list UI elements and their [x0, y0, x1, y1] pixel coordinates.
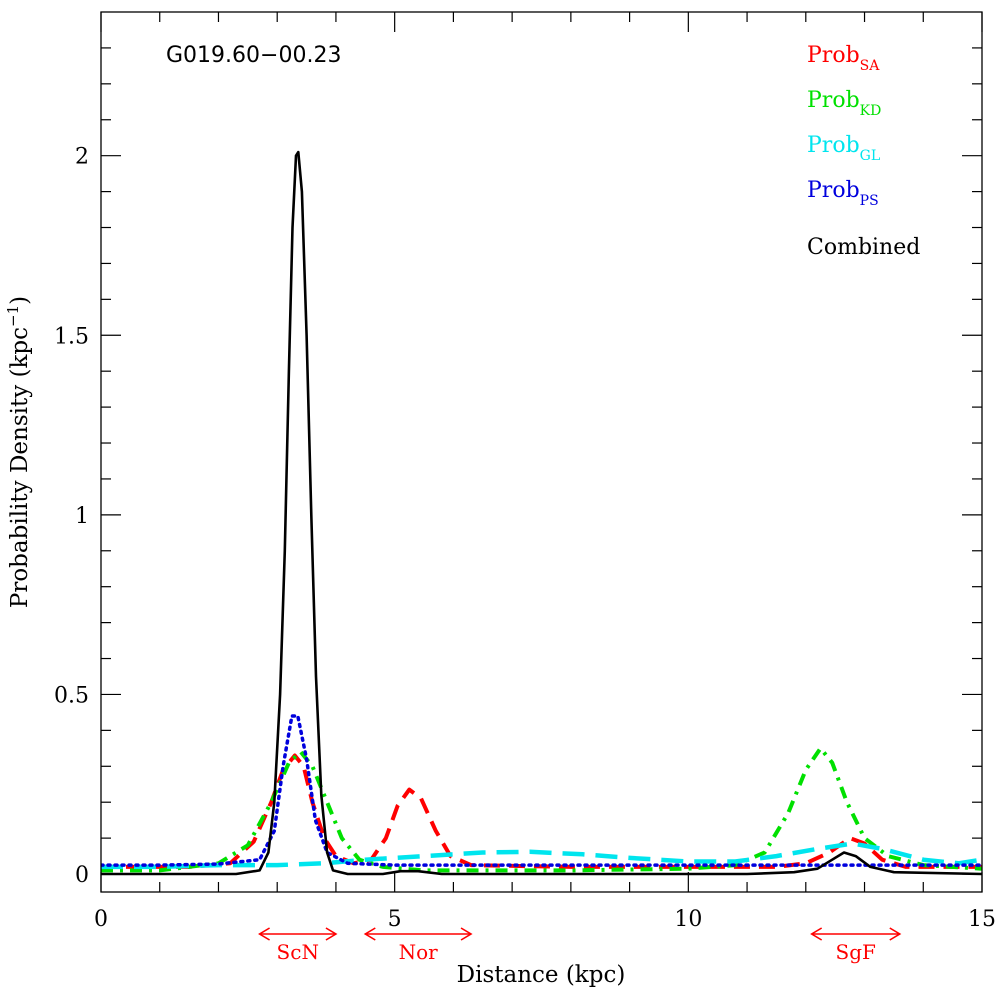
arm-arrow-head-right [460, 927, 473, 941]
legend-label: Prob [807, 88, 860, 113]
series-line-gl [101, 841, 982, 870]
arm-marker-sgf: SgF [810, 927, 902, 964]
legend-entry-combined: Combined [807, 235, 920, 260]
x-tick-label: 5 [388, 907, 402, 932]
y-tick-label: 0.5 [54, 683, 89, 708]
arm-arrow-head-left [363, 927, 376, 941]
arm-label: SgF [836, 940, 877, 964]
y-axis-title-close: ) [7, 296, 33, 305]
y-tick-label: 1 [75, 504, 89, 529]
arm-marker-scn: ScN [258, 927, 338, 964]
x-axis-title: Distance (kpc) [457, 962, 626, 988]
arm-label: ScN [277, 940, 319, 964]
legend-entry-ps: ProbPS [807, 178, 879, 209]
y-axis-title-main: Probability Density (kpc [7, 327, 33, 608]
legend-label: Prob [807, 178, 860, 203]
arm-arrow-head-right [889, 927, 902, 941]
legend-subscript: GL [860, 148, 880, 164]
object-label: G019.60−00.23 [166, 43, 341, 68]
y-tick-label: 0 [75, 863, 89, 888]
arm-arrow-head-left [258, 927, 270, 941]
x-tick-label: 10 [674, 907, 702, 932]
plot-frame [100, 11, 983, 893]
y-axis-title-sup: −1 [4, 305, 22, 327]
y-tick-label: 2 [75, 145, 89, 170]
legend-label: Prob [807, 43, 860, 68]
legend-subscript: PS [860, 193, 879, 209]
legend-subscript: SA [860, 58, 881, 74]
legend-label: Prob [807, 133, 860, 158]
ticks-layer: 0 5 10 15 0 0.5 1 1.5 2 [54, 12, 996, 932]
y-tick-label: 1.5 [54, 324, 89, 349]
arm-arrow-head-right [325, 927, 338, 941]
legend-entry-gl: ProbGL [807, 133, 880, 164]
legend-label: Combined [807, 235, 920, 260]
series-line-combined [101, 150, 982, 876]
series-line-ps [101, 714, 982, 867]
legend-subscript: KD [860, 103, 882, 119]
legend-entry-kd: ProbKD [807, 88, 881, 119]
series-layer [101, 150, 982, 876]
y-axis-title: Probability Density (kpc−1) [4, 296, 33, 608]
arm-marker-nor: Nor [363, 927, 473, 964]
arm-markers: ScN Nor SgF [258, 927, 902, 964]
arm-arrow-head-left [810, 927, 823, 941]
legend-entry-sa: ProbSA [807, 43, 880, 74]
x-tick-label: 0 [94, 907, 108, 932]
x-tick-label: 15 [968, 907, 996, 932]
arm-label: Nor [399, 940, 439, 964]
